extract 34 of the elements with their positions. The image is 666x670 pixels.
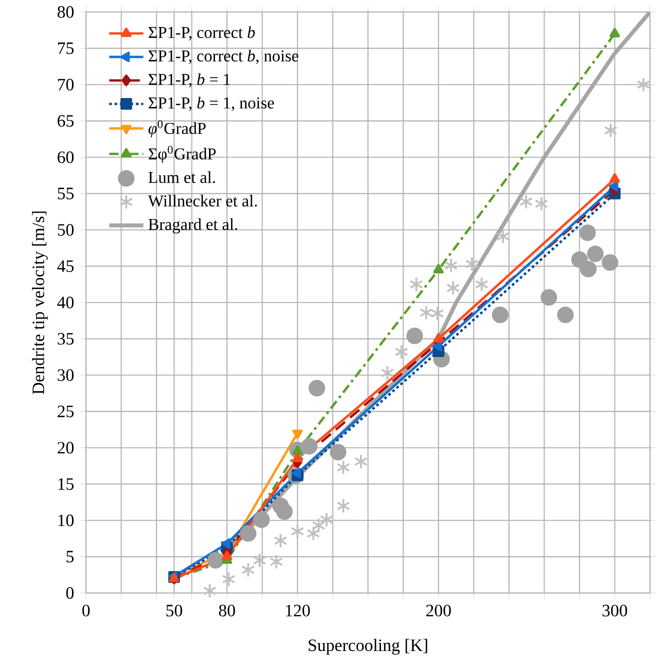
y-tick-label: 75 [58,42,74,54]
y-tick-label: 65 [58,115,74,127]
x-tick-label: 200 [426,604,451,616]
y-tick-label: 10 [58,514,74,526]
y-tick-label: 25 [58,406,74,418]
legend-label: ΣP1-P, correct b [148,26,255,40]
y-tick-label: 20 [58,442,74,454]
x-tick-label: 0 [82,604,90,616]
legend-label: ΣP1-P, correct b, noise [148,50,298,64]
y-tick-label: 55 [58,188,74,200]
legend-label: Bragard et al. [148,218,238,234]
y-tick-label: 70 [58,78,74,90]
y-tick-label: 15 [58,478,74,490]
legend-label: ΣP1-P, b = 1 [148,73,230,88]
x-tick-label: 300 [602,604,628,616]
legend-label: Σφ$^{0}$GradP [148,146,216,163]
legend-label: φ$^{0}$GradP [148,120,206,138]
y-tick-label: 40 [57,296,74,308]
y-tick-label: 5 [66,550,74,562]
y-tick-label: 30 [58,369,74,381]
y-tick-label: 50 [58,224,74,236]
legend-label: Lum et al. [148,171,215,184]
y-tick-label: 80 [58,6,74,18]
x-tick-label: 80 [219,604,236,616]
y-tick-label: 45 [57,260,74,272]
x-tick-label: 120 [286,604,310,616]
y-tick-label: 35 [58,332,74,345]
y-axis-title: Dendrite tip velocity [m/s] [32,212,48,394]
x-axis-title: Supercooling [K] [308,638,428,655]
legend-label: ΣP1-P, b = 1, noise [148,96,274,111]
x-tick-label: 50 [166,604,182,616]
legend-label: Willnecker et al. [148,194,257,207]
y-tick-label: 60 [58,151,74,164]
y-tick-label: 0 [66,587,74,599]
